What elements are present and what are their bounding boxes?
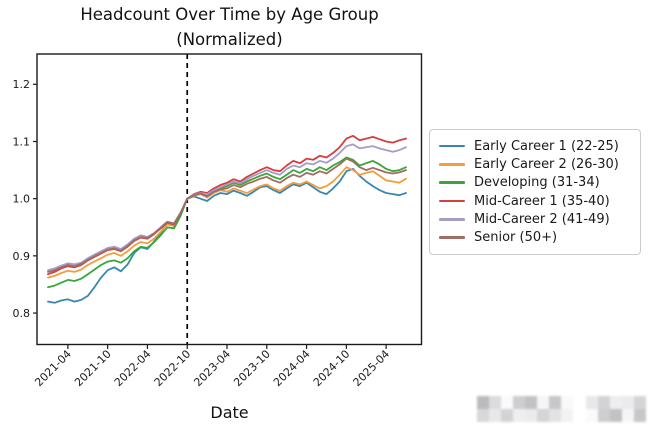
watermark-pixel [634,396,646,409]
watermark-pixel [477,409,489,422]
x-tick-label: 2024-04 [271,347,313,389]
series-line-developing-31-34 [47,156,407,289]
legend-item: Senior (50+) [439,228,630,246]
legend-item: Early Career 1 (22-25) [439,137,630,155]
watermark-pixel [525,409,537,422]
x-tick-label: 2025-04 [351,347,393,389]
legend-item: Early Career 2 (26-30) [439,155,630,173]
plot-border [36,53,423,346]
watermark-pixel [501,409,513,422]
legend-line-swatch [439,218,465,221]
watermark-pixel [561,409,573,422]
legend-item-label: Senior (50+) [474,230,558,246]
watermark-pixel [586,396,598,409]
series-line-early-career-2-26-30 [47,166,407,279]
legend-item-label: Mid-Career 2 (41-49) [474,211,610,227]
watermark-block-group [477,396,573,422]
x-axis-label: Date [210,403,249,422]
watermark-pixel [561,396,573,409]
x-tick-label: 2024-10 [311,347,353,389]
watermark-pixel [549,409,561,422]
watermark-pixel [549,396,561,409]
x-tick-label: 2023-10 [231,347,273,389]
y-tick-label: 1.2 [13,78,31,91]
x-tick-label: 2022-04 [112,347,154,389]
legend: Early Career 1 (22-25) Early Career 2 (26… [429,129,641,255]
legend-item-label: Early Career 2 (26-30) [474,156,619,172]
x-tick-label: 2021-10 [72,347,114,389]
watermark-pixel [477,396,489,409]
watermark-pixel [622,396,634,409]
legend-line-swatch [439,236,465,239]
watermark-pixel [610,396,622,409]
watermark-pixel [501,396,513,409]
legend-line-swatch [439,181,465,185]
legend-item-label: Developing (31-34) [474,175,600,191]
y-tick-label: 0.9 [13,250,31,263]
watermark-block-group [586,396,646,422]
watermark-pixel [598,396,610,409]
legend-line-swatch [439,163,465,166]
chart-title-line2: (Normalized) [176,30,283,49]
watermark-pixel [598,409,610,422]
watermark-pixel [537,409,549,422]
y-tick-label: 1.0 [13,193,31,206]
watermark-pixel [489,409,501,422]
chart-title: Headcount Over Time by Age Group (Normal… [0,2,459,52]
y-tick-label: 1.1 [13,135,31,148]
series-line-senior-50 [47,157,407,273]
y-tick-label: 0.8 [13,307,31,320]
watermark-pixel [513,409,525,422]
chart-title-line1: Headcount Over Time by Age Group [80,5,379,24]
legend-line-swatch [439,144,465,148]
watermark-pixel [513,396,525,409]
watermark-pixel [537,396,549,409]
x-tick-label: 2021-04 [32,347,74,389]
series-line-mid-career-2-41-49 [47,143,407,272]
x-tick-label: 2022-10 [152,347,194,389]
legend-item: Mid-Career 2 (41-49) [439,210,630,228]
watermark-pixel [610,409,622,422]
watermark-pixel [525,396,537,409]
legend-item-label: Early Career 1 (22-25) [474,138,619,154]
legend-item: Mid-Career 1 (35-40) [439,192,630,210]
blurred-watermark [477,396,646,422]
legend-line-swatch [439,199,465,203]
series-line-early-career-1-22-25 [47,167,407,304]
watermark-pixel [489,396,501,409]
watermark-pixel [586,409,598,422]
legend-item: Developing (31-34) [439,174,630,192]
legend-item-label: Mid-Career 1 (35-40) [474,193,610,209]
x-tick-label: 2023-04 [191,347,233,389]
watermark-pixel [634,409,646,422]
watermark-pixel [622,409,634,422]
